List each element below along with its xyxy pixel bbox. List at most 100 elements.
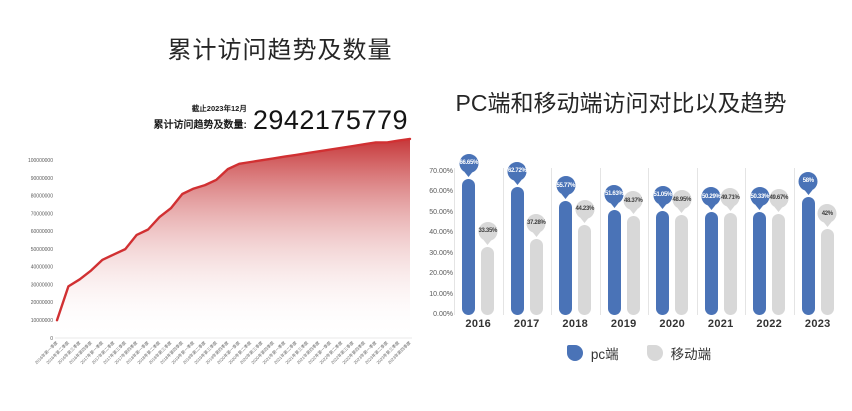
year-group-2018: 55.77% 44.23%: [551, 150, 600, 315]
value-label: 42%: [817, 204, 837, 224]
y-tick-label: 70000000: [31, 211, 53, 217]
legend-item-mobile[interactable]: 移动端: [646, 343, 711, 363]
balloon-tail: [707, 205, 716, 211]
year-label: 2021: [707, 318, 734, 330]
value-balloon: 58%: [798, 171, 818, 195]
kpi-value: 2942175779: [252, 104, 408, 135]
bar[interactable]: [772, 213, 786, 315]
year-group-2023: 58% 42%: [794, 150, 843, 315]
kpi-date: 截止2023年12月: [191, 104, 247, 113]
value-balloon: 66.65%: [459, 153, 478, 177]
balloon-tail: [677, 208, 686, 213]
bar[interactable]: [723, 213, 737, 315]
mobile-lollipop-2017[interactable]: 37.28%: [526, 150, 546, 315]
pc-lollipop-2019[interactable]: 51.63%: [604, 150, 624, 315]
balloon-tail: [658, 203, 667, 209]
group-divider-line: [454, 168, 455, 315]
balloon-tail: [561, 194, 570, 200]
bar[interactable]: [481, 246, 495, 315]
balloon-tail: [726, 206, 735, 212]
area-chart[interactable]: 0 10000000 20000000 30000000 40000000 5000000…: [0, 95, 426, 400]
y-tick-label: 60.00%: [429, 188, 453, 196]
mobile-lollipop-2020[interactable]: 48.95%: [672, 150, 691, 315]
value-label: 50.33%: [750, 187, 769, 207]
kpi-label: 累计访问趋势及数量:: [153, 120, 247, 131]
balloon-tail: [580, 217, 589, 223]
year-group-2017: 62.72% 37.28%: [503, 150, 552, 315]
pc-lollipop-2022[interactable]: 50.33%: [750, 150, 769, 315]
cumulative-visits-panel: 累计访问趋势及数量 截止2023年12月 累计访问趋势及数量: 29421757…: [0, 37, 426, 400]
group-divider-line: [745, 168, 746, 315]
bar[interactable]: [578, 224, 592, 315]
pc-lollipop-2020[interactable]: 51.05%: [653, 150, 672, 315]
bar[interactable]: [607, 209, 621, 315]
value-label: 49.67%: [769, 188, 788, 208]
bar[interactable]: [529, 238, 543, 315]
y-tick-label: 0: [50, 336, 53, 342]
value-balloon: 51.63%: [604, 184, 624, 208]
bar[interactable]: [462, 178, 476, 315]
y-tick-label: 50.00%: [429, 208, 453, 216]
bar[interactable]: [820, 229, 834, 315]
pc-lollipop-2023[interactable]: 58%: [798, 150, 818, 315]
mobile-lollipop-2022[interactable]: 49.67%: [769, 150, 788, 315]
value-label: 51.63%: [604, 184, 624, 204]
year-label: 2022: [756, 318, 783, 330]
area-fill[interactable]: [57, 138, 410, 338]
legend: pc端 移动端: [426, 343, 852, 363]
y-tick-label: 30000000: [31, 283, 53, 289]
y-tick-label: 20000000: [31, 300, 53, 306]
pc-legend-icon: [566, 345, 583, 361]
year-group-2019: 51.63% 48.37%: [600, 150, 649, 315]
y-tick-label: 50000000: [31, 247, 53, 253]
bar[interactable]: [753, 212, 767, 315]
y-tick-label: 40000000: [31, 265, 53, 271]
bar-groups: 66.65% 33.35% 62.72% 37.28% 55.77% 44.23% 51.6…: [454, 150, 842, 315]
bar[interactable]: [559, 201, 573, 315]
year-group-2016: 66.65% 33.35%: [454, 150, 503, 315]
trend-line[interactable]: [55, 137, 412, 322]
legend-item-pc[interactable]: pc端: [566, 343, 619, 363]
year-label: 2023: [804, 318, 831, 330]
mobile-lollipop-2016[interactable]: 33.35%: [478, 150, 497, 315]
balloon-tail: [823, 222, 832, 228]
right-chart-title: PC端和移动端访问对比以及趋势: [455, 90, 787, 116]
mobile-lollipop-2023[interactable]: 42%: [817, 150, 837, 315]
value-label: 48.95%: [672, 190, 691, 209]
value-balloon: 48.37%: [623, 191, 643, 215]
pc-lollipop-2016[interactable]: 66.65%: [459, 150, 478, 315]
balloon-tail: [755, 205, 764, 211]
bar[interactable]: [675, 215, 689, 315]
group-divider-line: [696, 168, 698, 315]
kpi-block: 截止2023年12月 累计访问趋势及数量: 2942175779: [30, 103, 408, 135]
y-tick-label: 60000000: [31, 229, 53, 235]
pc-lollipop-2017[interactable]: 62.72%: [507, 150, 527, 315]
pc-lollipop-2018[interactable]: 55.77%: [556, 150, 575, 315]
value-balloon: 44.23%: [575, 199, 594, 223]
bar[interactable]: [656, 210, 670, 315]
kpi-caption: 截止2023年12月 累计访问趋势及数量:: [153, 103, 246, 131]
bar[interactable]: [704, 212, 718, 315]
mobile-lollipop-2018[interactable]: 44.23%: [575, 150, 594, 315]
value-balloon: 42%: [817, 204, 837, 228]
mobile-lollipop-2019[interactable]: 48.37%: [623, 150, 643, 315]
bar[interactable]: [801, 196, 815, 315]
year-label: 2019: [610, 318, 637, 330]
value-label: 48.37%: [623, 191, 643, 211]
pc-lollipop-2021[interactable]: 50.29%: [701, 150, 721, 315]
y-tick-label: 30.00%: [429, 249, 453, 257]
y-tick-label: 20.00%: [429, 270, 453, 278]
bar[interactable]: [626, 216, 640, 315]
value-balloon: 51.05%: [653, 185, 672, 209]
value-label: 33.35%: [478, 221, 497, 241]
bar-plot: 66.65% 33.35% 62.72% 37.28% 55.77% 44.23% 51.6…: [454, 150, 842, 315]
bar[interactable]: [510, 186, 524, 315]
group-divider-line: [648, 168, 649, 315]
pc-legend-label: pc端: [590, 347, 619, 362]
value-balloon: 49.67%: [769, 188, 788, 212]
y-axis: 0.00% 10.00% 20.00% 30.00% 40.00% 50.00% 60.00…: [426, 0, 453, 340]
mobile-lollipop-2021[interactable]: 49.71%: [720, 150, 740, 315]
x-axis-years: 2016 2017 2018 2019 2020 2021 2022 2023: [454, 318, 842, 330]
value-label: 37.28%: [526, 213, 546, 233]
balloon-tail: [610, 202, 619, 208]
